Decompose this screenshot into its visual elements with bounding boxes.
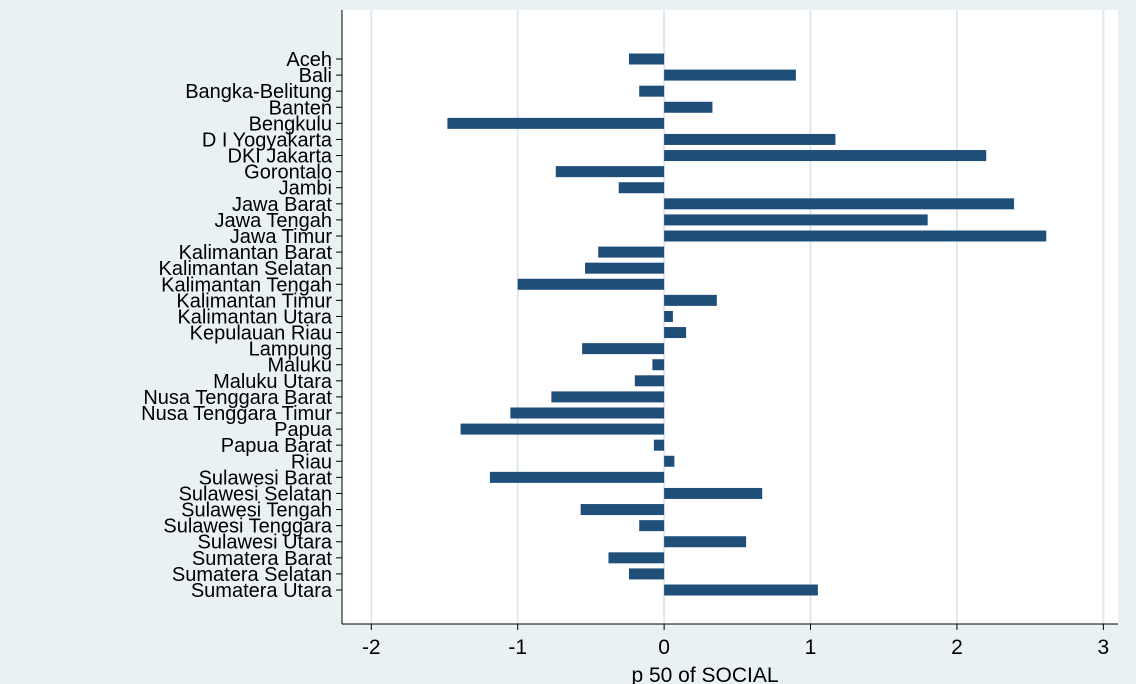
y-tick-label: Maluku (268, 355, 332, 377)
bar (489, 471, 665, 483)
bar (460, 423, 665, 435)
bar (653, 439, 665, 451)
y-tick-label: Aceh (286, 49, 332, 71)
bar (664, 150, 987, 162)
x-axis-ticks: -2 -1 0 1 2 3 (362, 624, 1109, 659)
bar (639, 85, 665, 97)
x-tick-label: -2 (362, 636, 381, 659)
bar (580, 504, 665, 516)
bar (634, 375, 665, 387)
x-tick-label: 3 (1098, 636, 1110, 659)
x-axis-title: p 50 of SOCIAL (631, 664, 778, 684)
y-tick-label: Sumatera Selatan (172, 564, 332, 586)
bar (664, 327, 687, 339)
bar (652, 359, 665, 371)
bar (664, 584, 818, 596)
bar (598, 246, 665, 258)
y-tick-label: Riau (291, 451, 332, 473)
y-tick-label: Sulawesi Barat (199, 467, 333, 489)
y-tick-label: Papua (274, 419, 333, 441)
bar (664, 133, 836, 145)
y-tick-label: Sulawesi Utara (197, 532, 332, 554)
bars (447, 53, 1047, 596)
plot-area (342, 10, 1118, 624)
y-tick-label: Kalimantan Utara (177, 306, 332, 328)
bar (585, 262, 665, 274)
y-tick-label: Maluku Utara (213, 371, 333, 393)
bar (582, 343, 665, 355)
bar (664, 536, 747, 548)
y-tick-label: Sulawesi Tengah (181, 500, 332, 522)
y-tick-label: D I Yogyakarta (202, 129, 333, 151)
y-tick-label: Kepulauan Riau (190, 323, 332, 345)
bar (618, 182, 665, 194)
y-tick-label: Bangka-Belitung (185, 81, 332, 103)
bar (517, 278, 665, 290)
y-tick-label: Sumatera Utara (191, 580, 333, 602)
bar (664, 487, 763, 499)
y-tick-label: Jawa Barat (232, 194, 332, 216)
y-tick-label: Sulawesi Selatan (179, 483, 332, 505)
bar (628, 53, 665, 65)
bar (664, 294, 717, 306)
y-tick-label: Bali (299, 65, 332, 87)
bar (639, 520, 665, 532)
x-tick-label: 0 (658, 636, 670, 659)
bar (664, 230, 1047, 242)
bar (664, 310, 673, 322)
y-tick-label: Sumatera Barat (192, 548, 333, 570)
y-tick-label: Nusa Tenggara Timur (141, 403, 332, 425)
bar (510, 407, 665, 419)
x-tick-label: 1 (805, 636, 817, 659)
bar (555, 166, 665, 178)
y-tick-label: Jawa Timur (230, 226, 333, 248)
bar (447, 117, 665, 129)
y-tick-label: Kalimantan Timur (176, 290, 332, 312)
bar (664, 455, 675, 467)
x-tick-label: -1 (508, 636, 527, 659)
y-tick-label: Sulawesi Tenggara (163, 516, 333, 538)
bar (628, 568, 665, 580)
y-tick-label: Kalimantan Barat (179, 242, 333, 264)
bar (664, 101, 713, 113)
bar (608, 552, 665, 564)
y-tick-label: Papua Barat (221, 435, 333, 457)
y-tick-label: Jambi (279, 178, 332, 200)
y-tick-label: Gorontalo (244, 162, 332, 184)
x-tick-label: 2 (951, 636, 963, 659)
bar (551, 391, 665, 403)
y-tick-label: Jawa Tengah (215, 210, 333, 232)
y-tick-label: Kalimantan Selatan (159, 258, 332, 280)
y-tick-label: Nusa Tenggara Barat (143, 387, 332, 409)
y-tick-label: DKI Jakarta (228, 146, 333, 168)
y-tick-label: Kalimantan Tengah (161, 274, 332, 296)
bar (664, 69, 796, 81)
y-tick-label: Banten (269, 97, 332, 119)
y-tick-label: Lampung (249, 339, 332, 361)
bar (664, 214, 928, 226)
bar (664, 198, 1015, 210)
y-tick-label: Bengkulu (249, 113, 332, 135)
